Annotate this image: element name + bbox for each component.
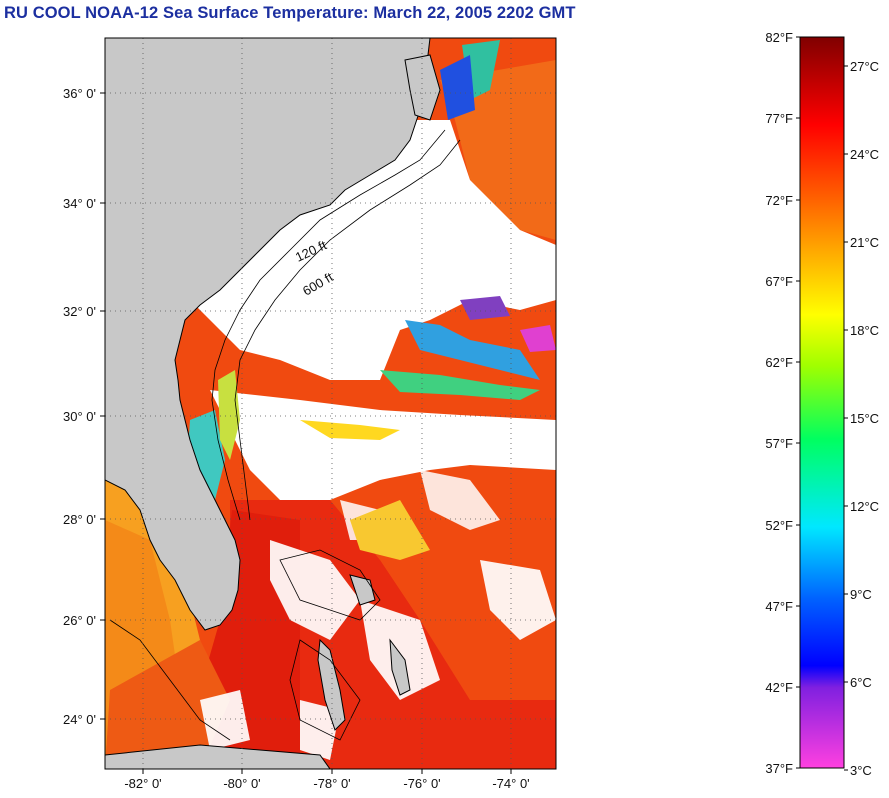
- fahrenheit-label: 82°F: [765, 30, 793, 45]
- land-bahamas-1: [317, 638, 346, 731]
- fahrenheit-label: 42°F: [765, 680, 793, 695]
- fahrenheit-label: 37°F: [765, 761, 793, 776]
- fahrenheit-label: 62°F: [765, 355, 793, 370]
- fahrenheit-label: 77°F: [765, 111, 793, 126]
- fahrenheit-ticks: [796, 36, 800, 769]
- lon-label: -80° 0': [223, 776, 260, 791]
- graticule: [105, 38, 556, 769]
- lat-label: 36° 0': [63, 86, 96, 101]
- celsius-ticks: [844, 65, 848, 771]
- sst-map: 120 ft 600 ft 36° 0' 34° 0' 32° 0' 30° 0…: [63, 37, 557, 791]
- fahrenheit-label: 72°F: [765, 193, 793, 208]
- colorbar-gradient: [799, 36, 845, 769]
- isobath-600ft: [234, 139, 461, 521]
- cloud-mass-middle: [210, 390, 556, 500]
- lat-label: 34° 0': [63, 196, 96, 211]
- cloud-yellow-streak: [300, 420, 400, 440]
- fahrenheit-label: 67°F: [765, 274, 793, 289]
- fahrenheit-label: 57°F: [765, 436, 793, 451]
- pamlico-sound: [404, 54, 441, 121]
- celsius-label: 3°C: [850, 763, 872, 778]
- celsius-label: 6°C: [850, 675, 872, 690]
- celsius-label: 12°C: [850, 499, 879, 514]
- lon-label: -82° 0': [124, 776, 161, 791]
- isobath-gulf: [109, 619, 231, 741]
- celsius-label: 21°C: [850, 235, 879, 250]
- temperature-colorbar: 82°F 77°F 72°F 67°F 62°F 57°F 52°F 47°F …: [765, 30, 879, 778]
- lat-label: 28° 0': [63, 512, 96, 527]
- nearshore-yellow-band: [218, 370, 240, 460]
- celsius-label: 18°C: [850, 323, 879, 338]
- celsius-label: 15°C: [850, 411, 879, 426]
- map-frame: [104, 37, 557, 770]
- keys-red: [105, 640, 230, 769]
- map-title: RU COOL NOAA-12 Sea Surface Temperature:…: [4, 4, 576, 22]
- isobath-120ft: [211, 129, 446, 521]
- lat-label: 26° 0': [63, 613, 96, 628]
- lon-label: -76° 0': [403, 776, 440, 791]
- colorbar-panel: 82°F 77°F 72°F 67°F 62°F 57°F 52°F 47°F …: [700, 0, 889, 793]
- hatteras-blue: [440, 55, 475, 120]
- land-cuba: [105, 744, 331, 769]
- land-us-east-coast: [105, 38, 431, 631]
- celsius-label: 27°C: [850, 59, 879, 74]
- cloud-yellow-south: [350, 500, 430, 560]
- fahrenheit-label: 47°F: [765, 599, 793, 614]
- lon-label: -74° 0': [492, 776, 529, 791]
- celsius-label: 24°C: [850, 147, 879, 162]
- cloud-magenta-patch: [520, 325, 556, 352]
- lon-label: -78° 0': [313, 776, 350, 791]
- cloud-purple-patch: [460, 296, 510, 320]
- land-bahamas-3: [389, 638, 411, 696]
- lat-label: 24° 0': [63, 712, 96, 727]
- cloud-green-streak: [380, 370, 540, 400]
- lat-label: 32° 0': [63, 304, 96, 319]
- isobath-bahamas: [279, 549, 381, 741]
- celsius-label: 9°C: [850, 587, 872, 602]
- lat-label: 30° 0': [63, 409, 96, 424]
- cloud-blue-streak: [405, 320, 540, 380]
- fahrenheit-label: 52°F: [765, 518, 793, 533]
- cloud-patches-south: [200, 540, 556, 760]
- sst-map-panel: 120 ft 600 ft 36° 0' 34° 0' 32° 0' 30° 0…: [63, 37, 557, 791]
